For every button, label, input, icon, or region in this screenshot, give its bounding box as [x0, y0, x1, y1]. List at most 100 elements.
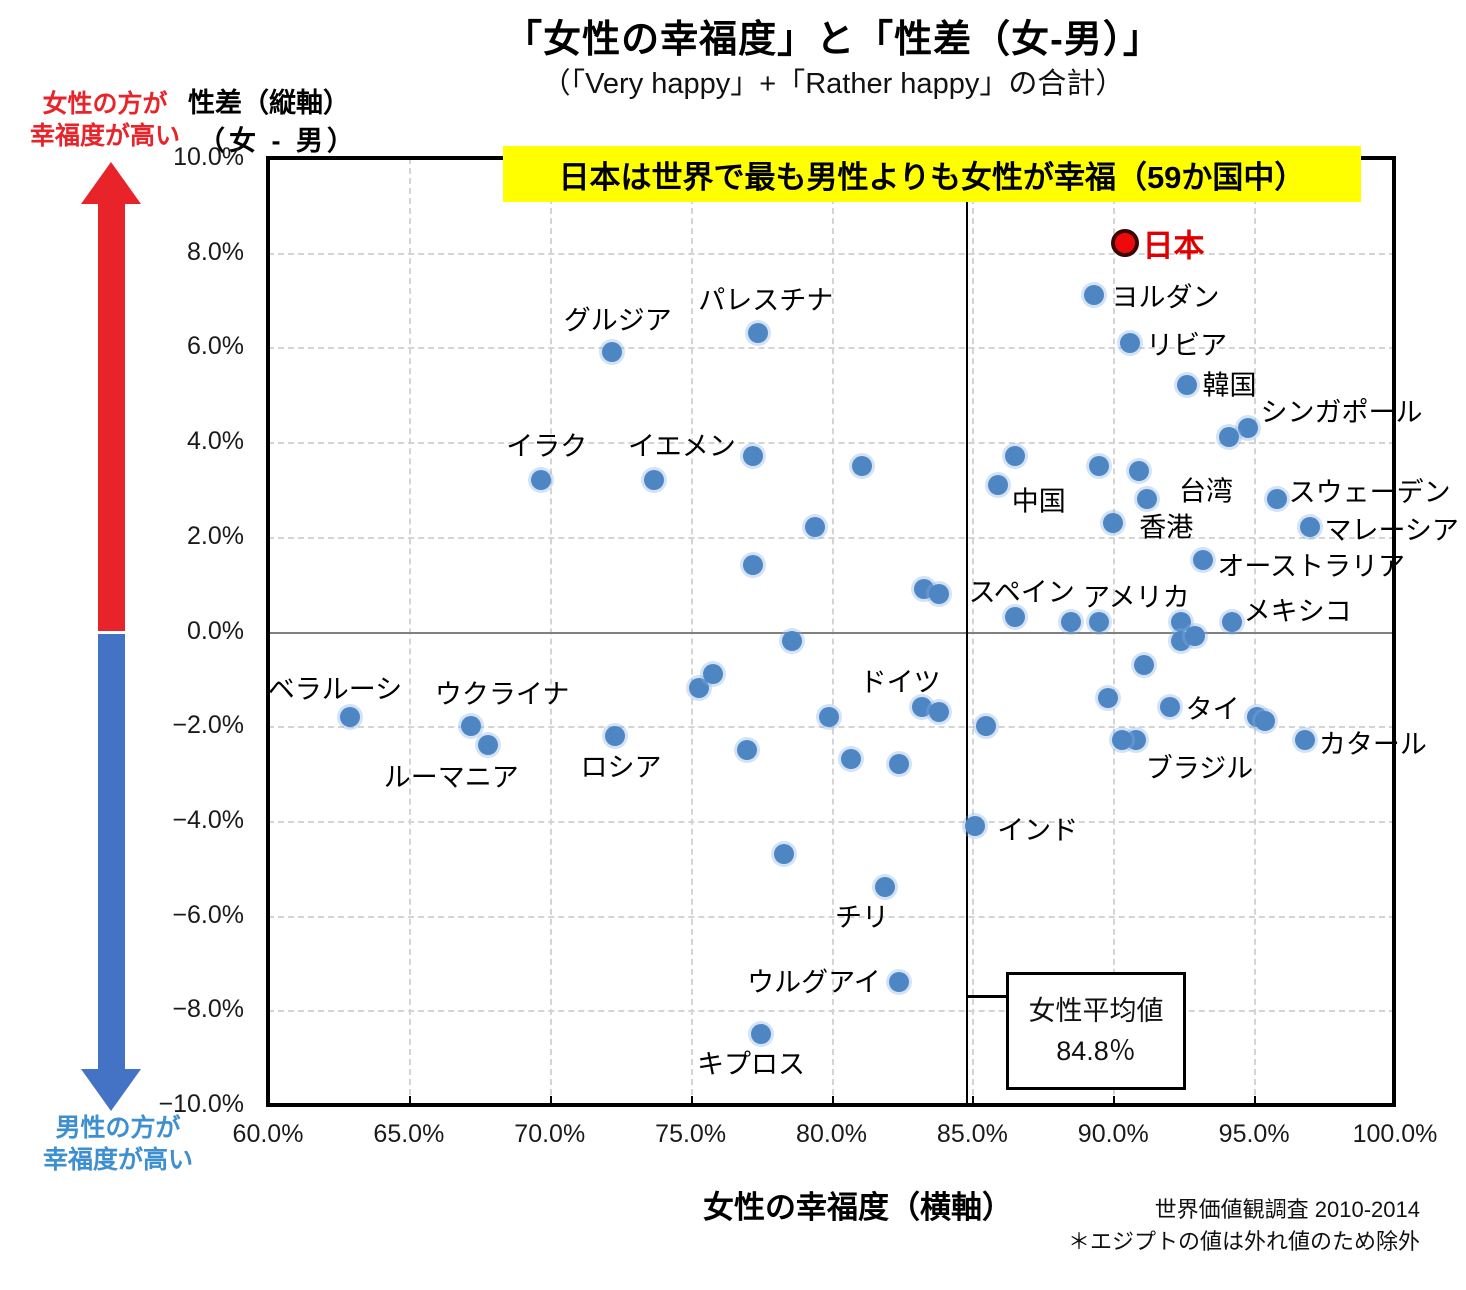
- data-point-ルーマニア: [477, 735, 498, 756]
- x-axis-tick-90: [1113, 1096, 1116, 1105]
- gridline-y--4: [268, 820, 1395, 823]
- zero-line: [268, 632, 1395, 634]
- data-point-unlabeled: [1089, 612, 1110, 633]
- country-label-カタール: カタール: [1318, 729, 1427, 760]
- country-label-スペイン: スペイン: [968, 577, 1075, 608]
- country-label-インド: インド: [997, 815, 1079, 846]
- source-note: ＊エジプトの値は外れ値のため除外: [1067, 1229, 1420, 1254]
- country-label-ウルグアイ: ウルグアイ: [747, 967, 881, 998]
- average-callout-label: 女性平均値: [1028, 996, 1164, 1026]
- gridline-x-75: [690, 158, 693, 1105]
- country-label-アメリカ: アメリカ: [1082, 582, 1190, 613]
- gridline-y--8: [268, 1010, 1395, 1013]
- data-point-パレスチナ: [748, 323, 769, 344]
- data-point-unlabeled: [1255, 711, 1276, 732]
- gridline-y-2: [268, 536, 1395, 539]
- country-label-韓国: 韓国: [1202, 370, 1257, 401]
- country-label-リビア: リビア: [1146, 330, 1228, 361]
- x-tick-label-65: 65.0%: [373, 1120, 445, 1148]
- data-point-イラク: [531, 469, 552, 490]
- country-label-ウクライナ: ウクライナ: [434, 679, 570, 710]
- x-axis-tick-65: [408, 1096, 411, 1105]
- gridline-x-80: [831, 158, 834, 1105]
- data-point-ロシア: [604, 725, 625, 746]
- country-label-ルーマニア: ルーマニア: [383, 762, 519, 793]
- country-label-チリ: チリ: [835, 902, 890, 933]
- up-arrow-icon: [81, 162, 141, 204]
- data-point-unlabeled: [1184, 626, 1205, 647]
- x-tick-label-75: 75.0%: [655, 1120, 727, 1148]
- x-tick-label-60: 60.0%: [232, 1120, 304, 1148]
- x-axis-tick-75: [690, 1096, 693, 1105]
- data-point-ドイツ: [911, 697, 932, 718]
- data-point-unlabeled: [1128, 460, 1149, 481]
- y-tick-label-4: 4.0%: [187, 427, 244, 456]
- data-point-オーストラリア: [1193, 550, 1214, 571]
- gridline-x-65: [408, 158, 411, 1105]
- average-callout-box: 女性平均値 84.8％: [1006, 972, 1186, 1090]
- gridline-x-95: [1254, 158, 1257, 1105]
- data-point-unlabeled: [703, 664, 724, 685]
- y-tick-label--2: −2.0%: [172, 711, 244, 740]
- highlight-banner: 日本は世界で最も男性よりも女性が幸福（59か国中）: [503, 146, 1361, 202]
- gridline-x-85: [972, 158, 975, 1105]
- y-tick-label--4: −4.0%: [172, 805, 244, 834]
- data-point-台湾: [1137, 488, 1158, 509]
- country-label-マレーシア: マレーシア: [1324, 515, 1459, 546]
- female-higher-note: 女性の方が 幸福度が高い: [5, 88, 205, 152]
- y-tick-label-10: 10.0%: [173, 143, 244, 171]
- data-point-日本: [1110, 229, 1139, 258]
- gridline-y-6: [268, 347, 1395, 350]
- y-tick-label-0: 0.0%: [187, 616, 244, 645]
- country-label-キプロス: キプロス: [697, 1049, 806, 1080]
- gridline-x-90: [1113, 158, 1116, 1105]
- data-point-チリ: [875, 877, 896, 898]
- callout-connector-line: [967, 995, 1006, 998]
- country-label-ヨルダン: ヨルダン: [1111, 282, 1220, 313]
- data-point-中国: [987, 474, 1008, 495]
- data-point-unlabeled: [818, 706, 839, 727]
- data-point-スウェーデン: [1266, 488, 1287, 509]
- data-point-unlabeled: [773, 844, 794, 865]
- gridline-x-70: [549, 158, 552, 1105]
- data-point-unlabeled: [782, 630, 803, 651]
- down-arrow-shaft: [98, 634, 125, 1071]
- data-point-シンガポール: [1238, 417, 1259, 438]
- x-tick-label-85: 85.0%: [936, 1120, 1008, 1148]
- y-tick-label--6: −6.0%: [172, 900, 244, 929]
- data-point-unlabeled: [852, 455, 873, 476]
- data-point-韓国: [1176, 375, 1197, 396]
- male-higher-line2: 幸福度が高い: [42, 1146, 193, 1174]
- country-label-ベラルーシ: ベラルーシ: [267, 674, 403, 705]
- data-point-unlabeled: [804, 517, 825, 538]
- data-point-メキシコ: [1221, 612, 1242, 633]
- data-point-カタール: [1294, 730, 1315, 751]
- data-point-unlabeled: [1089, 455, 1110, 476]
- x-axis-tick-95: [1254, 1096, 1257, 1105]
- data-point-ヨルダン: [1083, 285, 1104, 306]
- country-label-メキシコ: メキシコ: [1243, 596, 1352, 627]
- country-label-ブラジル: ブラジル: [1145, 753, 1254, 784]
- x-axis-tick-70: [549, 1096, 552, 1105]
- data-point-unlabeled: [841, 749, 862, 770]
- data-point-香港: [1103, 512, 1124, 533]
- country-label-香港: 香港: [1139, 512, 1194, 543]
- country-label-イエメン: イエメン: [627, 431, 736, 462]
- data-point-unlabeled: [1111, 730, 1132, 751]
- average-callout-value: 84.8％: [1056, 1036, 1136, 1066]
- country-label-グルジア: グルジア: [563, 305, 672, 336]
- country-label-スウェーデン: スウェーデン: [1288, 477, 1451, 508]
- data-point-ベラルーシ: [339, 706, 360, 727]
- gridline-y-4: [268, 442, 1395, 445]
- male-higher-line1: 男性の方が: [55, 1114, 181, 1142]
- data-point-unlabeled: [1097, 687, 1118, 708]
- source-line: 世界価値観調査 2010-2014: [1154, 1197, 1420, 1222]
- country-label-ドイツ: ドイツ: [859, 667, 941, 698]
- x-axis-tick-85: [972, 1096, 975, 1105]
- data-point-unlabeled: [928, 701, 949, 722]
- y-tick-label-2: 2.0%: [187, 521, 244, 550]
- country-label-ロシア: ロシア: [580, 752, 662, 783]
- data-point-unlabeled: [1218, 427, 1239, 448]
- country-label-日本: 日本: [1142, 228, 1205, 264]
